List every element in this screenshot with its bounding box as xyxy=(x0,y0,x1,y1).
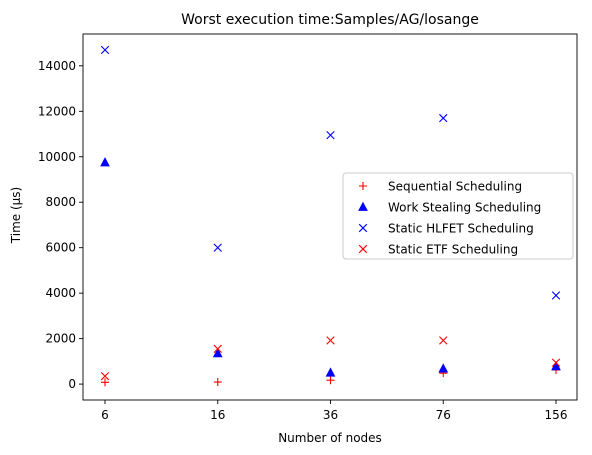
point-work-stealing-scheduling xyxy=(212,348,223,358)
x-tick-label: 16 xyxy=(210,408,225,422)
y-tick-label: 4000 xyxy=(45,286,76,300)
legend-marker-work-stealing-scheduling xyxy=(358,201,368,211)
y-axis-label: Time (µs) xyxy=(9,187,23,244)
y-tick-label: 0 xyxy=(68,377,76,391)
x-axis-label: Number of nodes xyxy=(278,431,382,445)
legend-marker-sequential-scheduling xyxy=(359,182,367,190)
point-static-etf-scheduling xyxy=(100,371,110,381)
point-static-etf-scheduling xyxy=(551,358,561,367)
point-work-stealing-scheduling xyxy=(551,360,561,371)
point-static-etf-scheduling xyxy=(213,344,222,354)
y-tick-label: 6000 xyxy=(45,241,76,255)
point-work-stealing-scheduling xyxy=(438,363,449,373)
y-tick-label: 14000 xyxy=(38,59,76,73)
axes-frame xyxy=(82,33,578,401)
legend-label: Sequential Scheduling xyxy=(388,180,522,194)
point-static-hlfet-scheduling xyxy=(213,243,222,252)
legend-marker-static-hlfet-scheduling xyxy=(358,223,368,233)
point-static-hlfet-scheduling xyxy=(100,45,110,55)
point-static-hlfet-scheduling xyxy=(439,113,448,123)
point-work-stealing-scheduling xyxy=(325,367,336,377)
legend-label: Static HLFET Scheduling xyxy=(388,222,534,236)
point-static-etf-scheduling xyxy=(439,336,448,345)
point-sequential-scheduling xyxy=(101,378,109,387)
point-sequential-scheduling xyxy=(213,378,222,387)
y-tick-label: 12000 xyxy=(38,104,76,118)
legend-box xyxy=(342,172,574,260)
legend: Sequential Scheduling Work Stealing Sched… xyxy=(342,172,574,260)
chart-title: Worst execution time:Samples/AG/losange xyxy=(181,12,479,28)
point-work-stealing-scheduling xyxy=(100,157,110,167)
point-static-hlfet-scheduling xyxy=(551,291,561,300)
y-tick-label: 10000 xyxy=(38,150,76,164)
x-tick-label: 6 xyxy=(101,408,109,422)
x-tick-label: 36 xyxy=(323,408,338,422)
x-tick-label: 156 xyxy=(545,408,568,422)
legend-label: Work Stealing Scheduling xyxy=(388,201,541,215)
y-tick-label: 2000 xyxy=(45,332,76,346)
point-static-hlfet-scheduling xyxy=(326,130,335,140)
point-sequential-scheduling xyxy=(326,376,335,385)
legend-marker-static-etf-scheduling xyxy=(358,244,368,254)
legend-label: Static ETF Scheduling xyxy=(388,243,518,257)
x-tick-label: 76 xyxy=(436,408,451,422)
plot-area: 0 2000 4000 6000 8000 10000 12000 14000 6 16 36 76 1… xyxy=(38,33,578,422)
y-tick-label: 8000 xyxy=(45,195,76,209)
point-static-etf-scheduling xyxy=(326,336,335,345)
